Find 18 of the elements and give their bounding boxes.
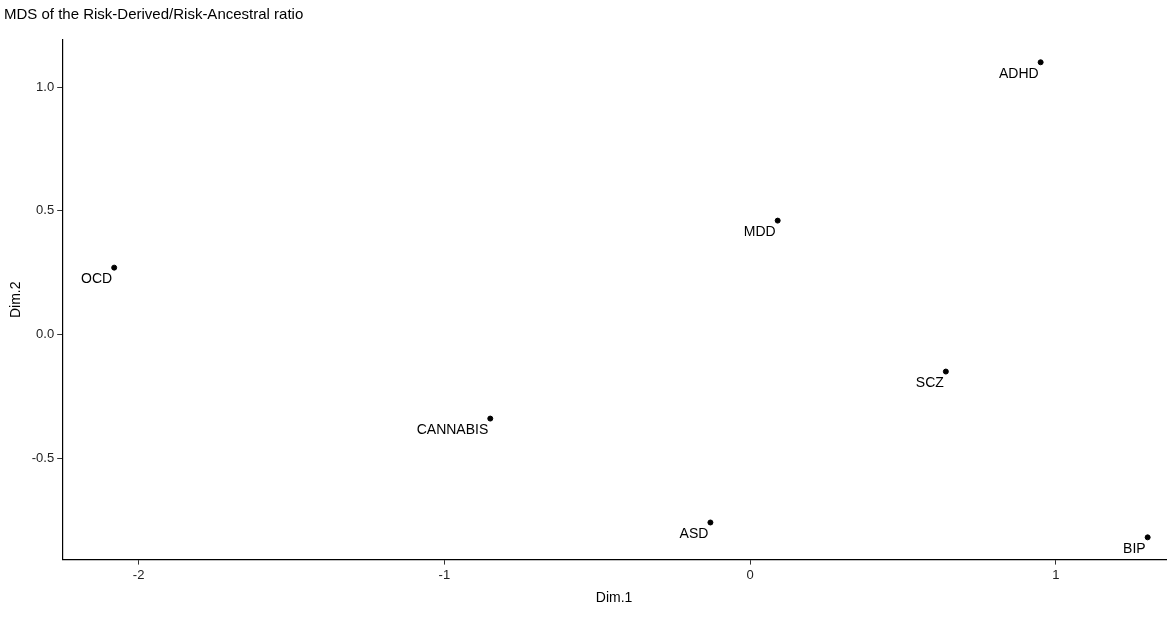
x-tick-label: 1 [1052, 566, 1060, 582]
annotation: OCD [81, 270, 113, 287]
annotation: BIP [1123, 540, 1146, 557]
annotation: SCZ [915, 374, 945, 391]
annotation: MDD [743, 223, 776, 240]
annotation: ASD [679, 525, 709, 542]
x-tick-label: 0 [746, 566, 754, 582]
y-tick-label: 0.0 [36, 326, 55, 342]
x-tick-label: -1 [438, 566, 451, 582]
y-tick-label: -0.5 [31, 449, 55, 465]
x-tick-label: -2 [132, 566, 145, 582]
x-axis-title: Dim.1 [595, 589, 633, 606]
annotation: CANNABIS [416, 421, 489, 438]
y-tick-label: 0.5 [36, 202, 55, 218]
chart-title: MDS of the Risk-Derived/Risk-Ancestral ratio [4, 5, 304, 23]
y-axis-title: Dim.2 [7, 281, 24, 319]
y-tick-label: 1.0 [36, 78, 55, 94]
annotation: ADHD [998, 65, 1039, 82]
